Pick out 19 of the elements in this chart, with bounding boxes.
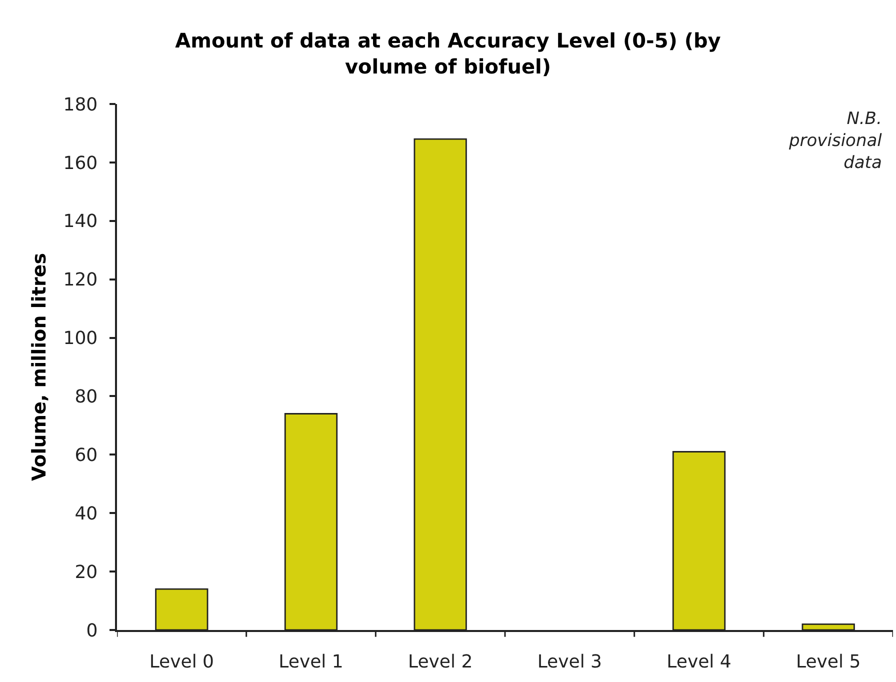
chart-title: Amount of data at each Accuracy Level (0-5) (by volume of biofuel) bbox=[175, 28, 721, 79]
y-tick-label: 140 bbox=[63, 211, 98, 232]
y-tick-label: 80 bbox=[74, 386, 98, 408]
y-tick-label: 120 bbox=[63, 270, 98, 291]
x-tick-label: Level 0 bbox=[149, 651, 214, 672]
y-tick-label: 20 bbox=[74, 562, 98, 583]
annotation: N.B. provisional data bbox=[788, 109, 882, 174]
x-tick-label: Level 5 bbox=[796, 651, 861, 672]
y-axis-title: Volume, million litres bbox=[28, 253, 51, 481]
x-tick-label: Level 4 bbox=[666, 651, 732, 672]
x-tick-label: Level 1 bbox=[278, 651, 344, 672]
y-tick-label: 60 bbox=[74, 444, 98, 466]
y-tick-label: 0 bbox=[86, 620, 98, 642]
y-tick-label: 100 bbox=[63, 328, 98, 350]
y-tick-label: 180 bbox=[63, 94, 98, 116]
y-tick-label: 160 bbox=[63, 152, 98, 174]
x-tick-label: Level 3 bbox=[537, 651, 602, 672]
y-tick-label: 40 bbox=[74, 503, 98, 524]
x-tick-label: Level 2 bbox=[408, 651, 473, 672]
